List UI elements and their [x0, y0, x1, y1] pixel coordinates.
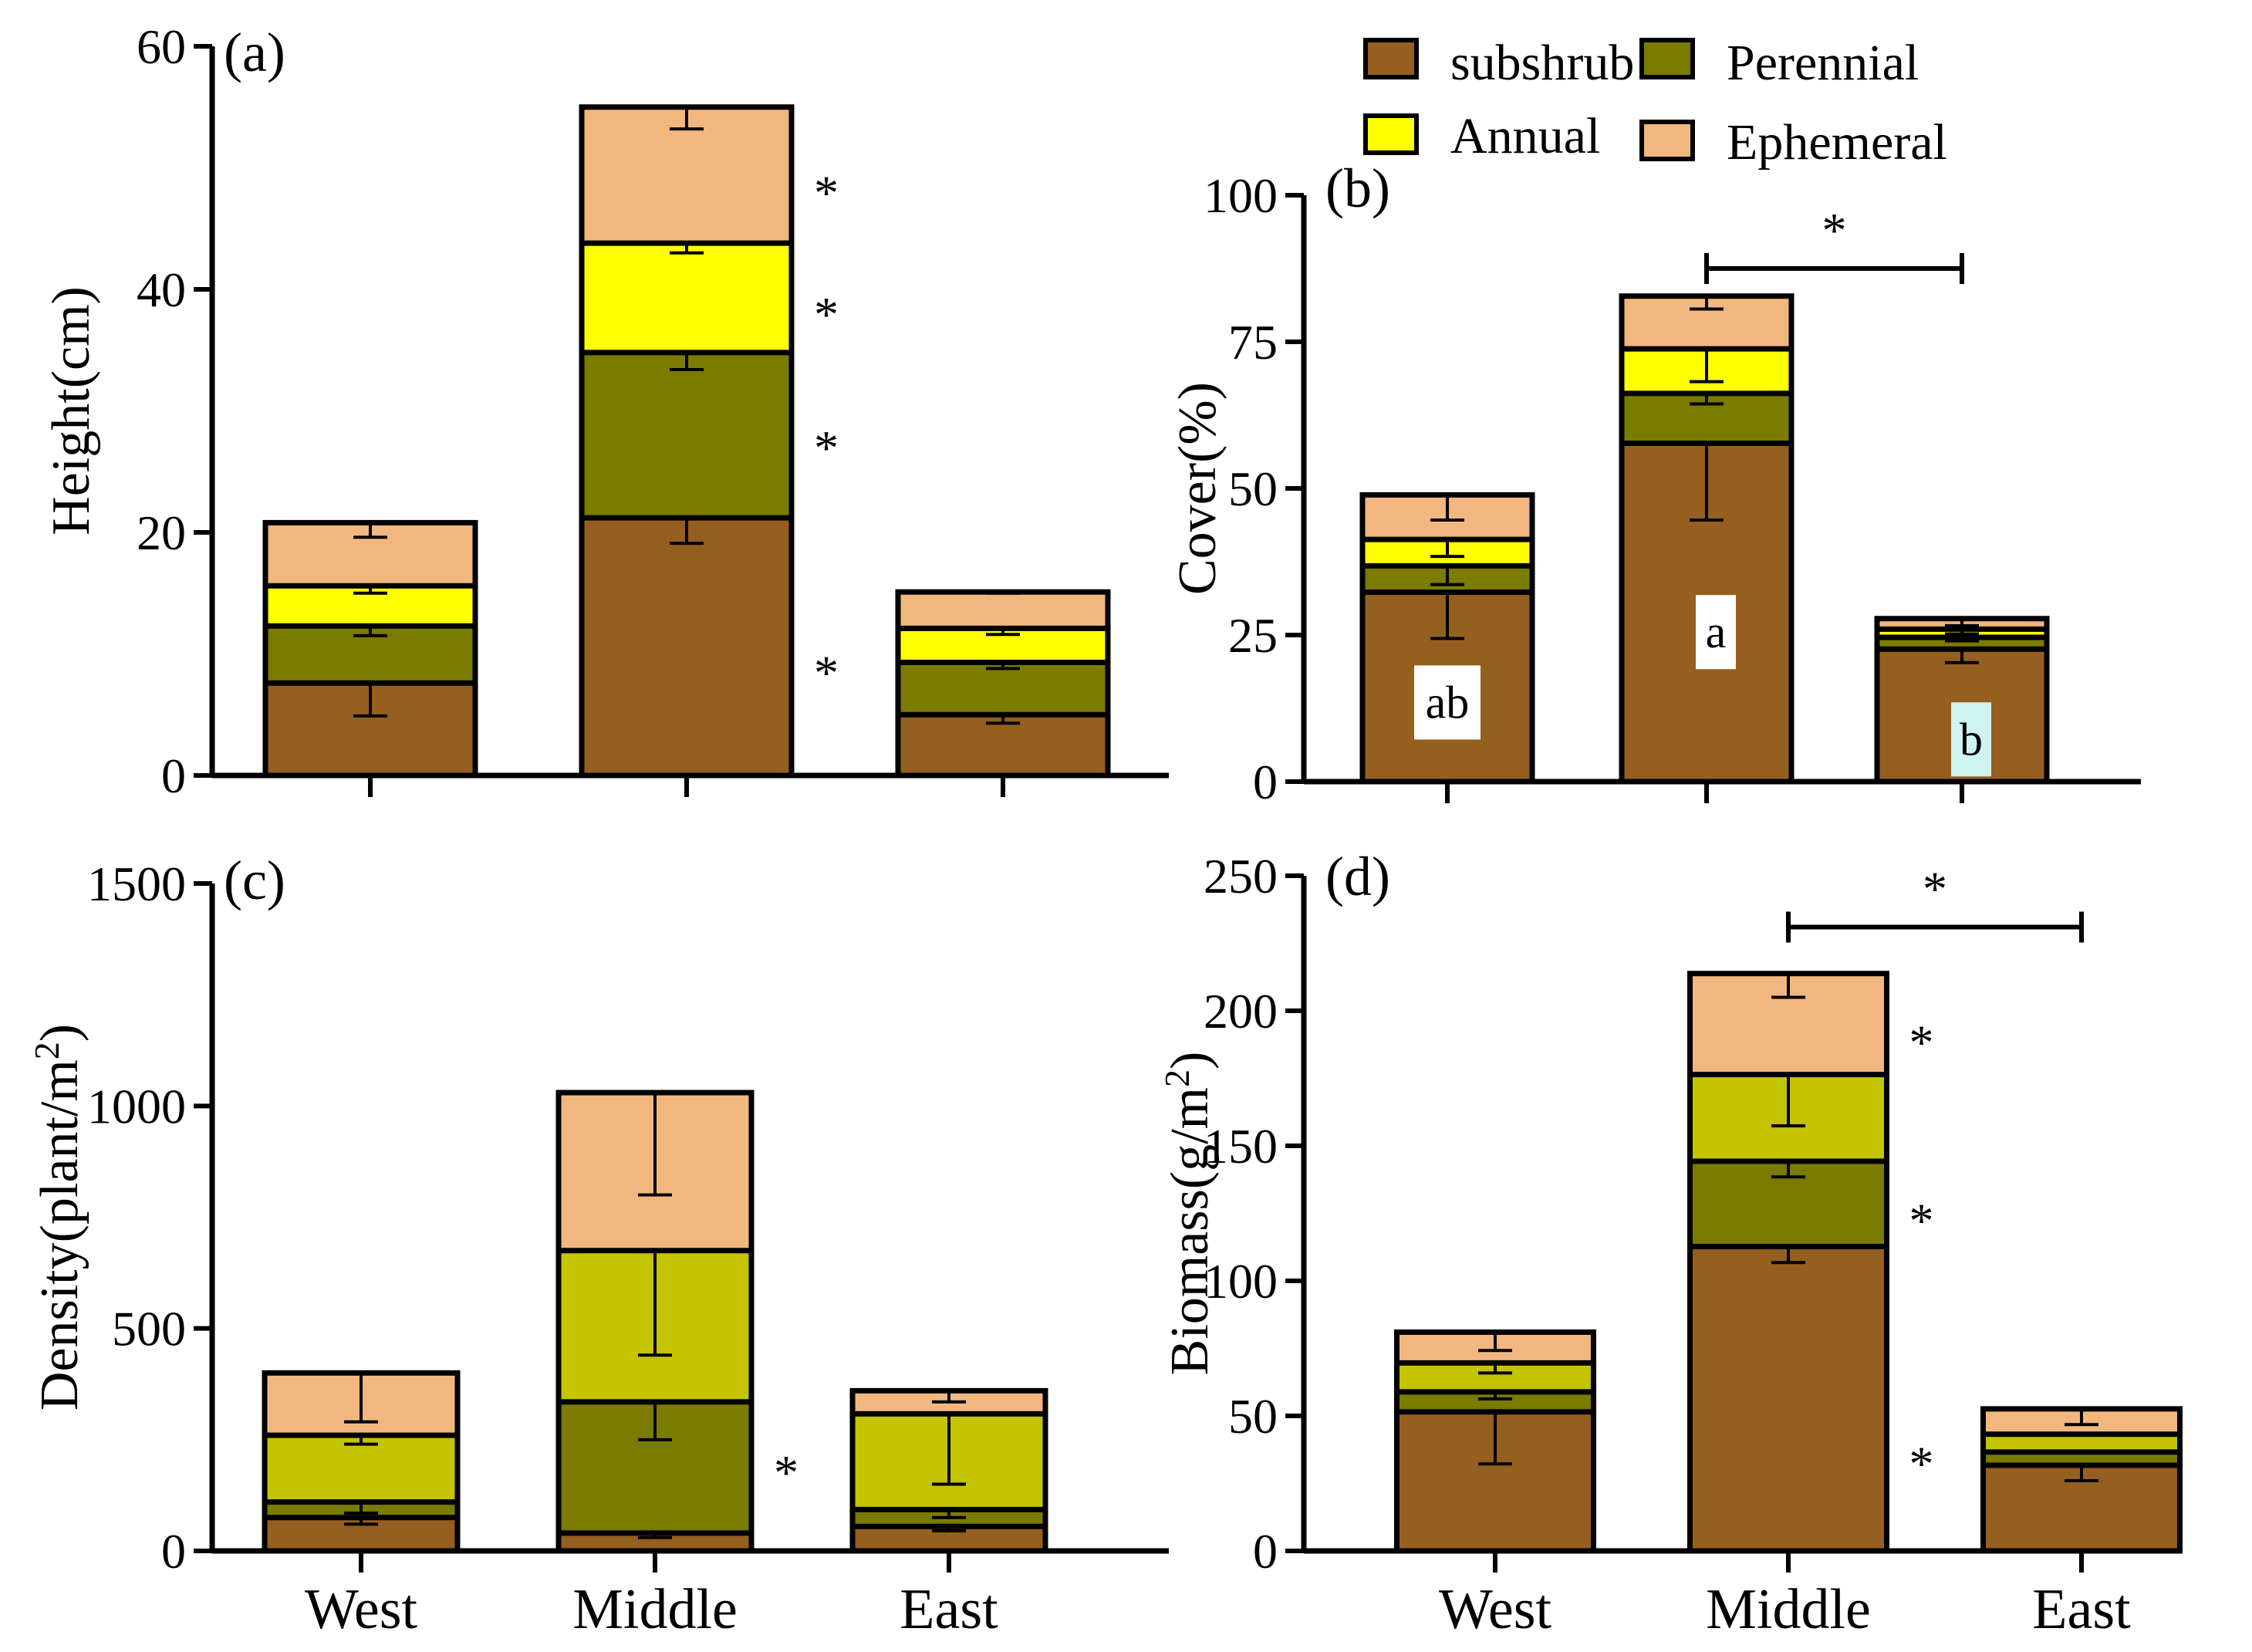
y-tick-label: 25 — [1228, 608, 1278, 663]
y-axis-label: Height(cm) — [42, 286, 101, 535]
y-tick-label: 50 — [1228, 1389, 1278, 1444]
significance-star: * — [1909, 1194, 1934, 1248]
category-label-middle: Middle — [572, 1578, 738, 1641]
y-tick-label: 0 — [161, 1524, 186, 1579]
legend-label-subshrub: subshrub — [1450, 35, 1634, 91]
significance-star: * — [774, 1445, 798, 1500]
bar-segment-subshrub-east — [898, 715, 1108, 775]
significance-star: * — [814, 645, 839, 700]
category-label-west: West — [305, 1578, 418, 1641]
bar-segment-annual-west — [265, 1435, 457, 1502]
bar-segment-annual-east — [1983, 1434, 2180, 1452]
panel-label: (b) — [1325, 157, 1390, 219]
category-label-west: West — [1439, 1578, 1552, 1641]
bar-segment-annual-middle — [582, 243, 792, 353]
bar-segment-subshrub-middle — [1690, 1246, 1887, 1551]
bar-segment-ephemeral-east — [898, 592, 1108, 629]
panel-label: (c) — [224, 850, 285, 911]
legend: subshrub Perennial Annual Ephemeral — [1363, 35, 1947, 171]
legend-label-perennial: Perennial — [1727, 35, 1919, 91]
y-axis-label-superscript: 2 — [1157, 1069, 1197, 1087]
y-tick-label: 1500 — [87, 856, 186, 911]
significance-star: * — [1909, 1015, 1934, 1070]
letter-box — [1696, 595, 1736, 670]
significance-star: * — [814, 287, 839, 342]
y-axis-label-main: Height(cm) — [42, 286, 101, 535]
letter-box — [1414, 665, 1481, 740]
category-label-east: East — [2032, 1578, 2131, 1641]
y-axis-label-main: Biomass(g/m — [1160, 1087, 1220, 1375]
y-tick-label: 60 — [137, 19, 186, 74]
bracket-star: * — [1923, 862, 1947, 917]
legend-label-annual: Annual — [1450, 108, 1600, 164]
y-tick-label: 200 — [1204, 984, 1278, 1039]
bar-segment-subshrub-middle — [582, 518, 792, 775]
y-axis-label-main: Cover(%) — [1168, 382, 1227, 595]
y-tick-label: 250 — [1204, 849, 1278, 904]
panel-label: (a) — [224, 22, 285, 83]
legend-swatch-subshrub — [1363, 38, 1419, 79]
panel-label: (d) — [1325, 846, 1390, 907]
category-label-east: East — [900, 1578, 998, 1641]
panel-d: 0 50 100 150 200 250 West Middle East Biomass(g/m… — [1157, 846, 2183, 1641]
panel-a: 0 20 40 60 Height(cm) (a) * * * * — [42, 19, 1169, 803]
legend-label-ephemeral: Ephemeral — [1727, 114, 1947, 171]
y-tick-label: 150 — [1204, 1119, 1278, 1174]
y-tick-label: 100 — [1204, 168, 1278, 223]
y-tick-label: 40 — [137, 262, 186, 317]
y-tick-label: 50 — [1228, 461, 1278, 516]
y-tick-label: 0 — [161, 748, 186, 803]
y-tick-label: 0 — [1253, 755, 1278, 809]
y-axis-label: Biomass(g/m2) — [1157, 1052, 1220, 1376]
group-letter: a — [1706, 606, 1727, 657]
y-axis-label-close: ) — [1160, 1052, 1220, 1069]
group-letter: b — [1960, 714, 1983, 765]
y-axis-label-main: Density(plant/m — [30, 1059, 89, 1410]
bracket-star: * — [1822, 203, 1847, 258]
y-tick-label: 75 — [1228, 315, 1278, 370]
legend-swatch-ephemeral — [1639, 120, 1695, 161]
category-label-middle: Middle — [1706, 1578, 1871, 1641]
legend-swatch-perennial — [1639, 38, 1695, 79]
bar-segment-perennial-east — [1983, 1451, 2180, 1466]
significance-star: * — [814, 165, 839, 220]
letter-box — [1951, 702, 1991, 777]
significance-star: * — [1909, 1437, 1934, 1492]
y-axis-label: Cover(%) — [1168, 382, 1227, 595]
bar-segment-subshrub-middle — [559, 1532, 751, 1551]
panel-c: 0 500 1000 1500 West Middle East Density(plant/… — [27, 850, 1169, 1641]
y-axis-label-close: ) — [30, 1024, 89, 1042]
y-tick-label: 1000 — [87, 1079, 186, 1133]
y-tick-label: 0 — [1253, 1524, 1278, 1579]
y-tick-label: 500 — [112, 1302, 186, 1356]
bar-segment-perennial-east — [1877, 637, 2047, 650]
group-letter: ab — [1426, 677, 1470, 728]
y-axis-label-superscript: 2 — [27, 1042, 66, 1059]
bar-segment-perennial-middle — [582, 352, 792, 519]
legend-swatch-annual — [1363, 113, 1419, 155]
y-tick-label: 20 — [137, 505, 186, 560]
y-axis-label: Density(plant/m2) — [27, 1024, 89, 1410]
y-tick-label: 100 — [1204, 1254, 1278, 1309]
bar-segment-perennial-east — [898, 662, 1108, 715]
significance-star: * — [814, 421, 839, 475]
